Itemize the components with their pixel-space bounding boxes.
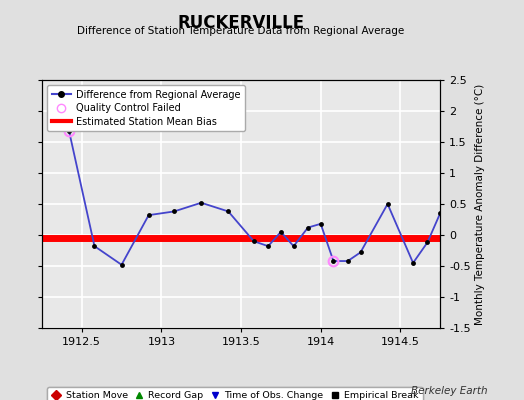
- Text: Difference of Station Temperature Data from Regional Average: Difference of Station Temperature Data f…: [78, 26, 405, 36]
- Legend: Station Move, Record Gap, Time of Obs. Change, Empirical Break: Station Move, Record Gap, Time of Obs. C…: [47, 387, 422, 400]
- Text: RUCKERVILLE: RUCKERVILLE: [178, 14, 304, 32]
- Text: Berkeley Earth: Berkeley Earth: [411, 386, 487, 396]
- Y-axis label: Monthly Temperature Anomaly Difference (°C): Monthly Temperature Anomaly Difference (…: [475, 83, 485, 325]
